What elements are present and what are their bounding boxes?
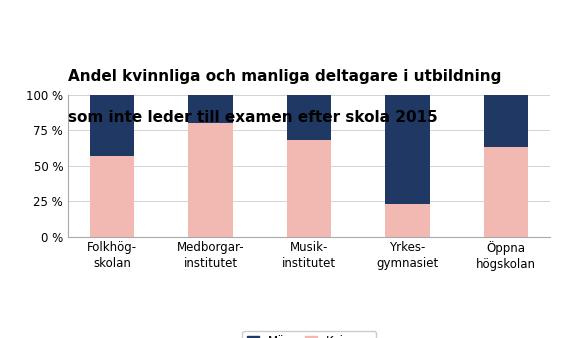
Bar bbox=[287, 95, 331, 140]
Bar bbox=[386, 204, 430, 237]
Text: som inte leder till examen efter skola 2015: som inte leder till examen efter skola 2… bbox=[68, 110, 438, 125]
Bar bbox=[484, 147, 528, 237]
Bar bbox=[188, 95, 232, 123]
Text: Andel kvinnliga och manliga deltagare i utbildning: Andel kvinnliga och manliga deltagare i … bbox=[68, 70, 501, 84]
Bar bbox=[90, 95, 134, 156]
Bar bbox=[287, 140, 331, 237]
Bar bbox=[188, 123, 232, 237]
Bar bbox=[90, 156, 134, 237]
Bar bbox=[386, 95, 430, 204]
Bar bbox=[484, 95, 528, 147]
Legend: Män, Kvinnor: Män, Kvinnor bbox=[242, 331, 376, 338]
